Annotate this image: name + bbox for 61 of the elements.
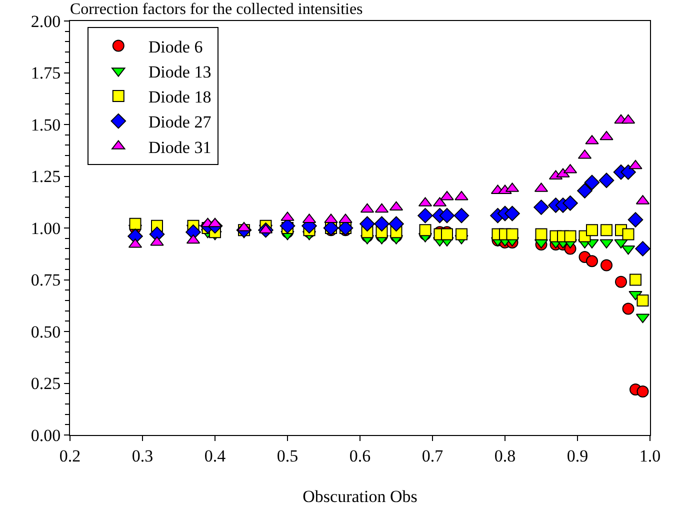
legend-label: Diode 31 xyxy=(148,138,212,157)
y-tick-label: 2.00 xyxy=(30,12,61,31)
x-tick-label: 0.2 xyxy=(59,446,81,466)
y-tick-label: 0.00 xyxy=(30,426,61,445)
legend-label: Diode 27 xyxy=(148,112,212,132)
point xyxy=(440,190,454,200)
point xyxy=(129,218,142,230)
point xyxy=(600,259,612,272)
point xyxy=(628,290,642,300)
point xyxy=(620,164,636,180)
point xyxy=(586,255,598,268)
point xyxy=(600,224,612,236)
point xyxy=(535,228,548,240)
point xyxy=(615,276,627,288)
point xyxy=(628,212,644,228)
point xyxy=(454,190,468,200)
point xyxy=(598,172,614,188)
x-tick-label: 0.3 xyxy=(132,446,154,466)
point xyxy=(439,208,455,224)
y-tick-label: 0.50 xyxy=(30,322,61,342)
point xyxy=(418,208,433,224)
point xyxy=(577,183,592,198)
y-tick-label: 0.25 xyxy=(30,374,61,394)
x-tick-label: 0.4 xyxy=(204,446,226,466)
x-tick-label: 0.8 xyxy=(494,446,516,466)
chart-title: Correction factors for the collected intensities xyxy=(70,0,363,18)
x-tick-label: 0.9 xyxy=(566,446,588,466)
legend-label: Diode 18 xyxy=(148,88,212,107)
y-tick-label: 1.25 xyxy=(30,167,61,186)
point xyxy=(534,200,549,215)
point xyxy=(628,160,642,170)
legend-label: Diode 13 xyxy=(148,62,212,82)
point xyxy=(636,294,649,306)
x-tick-label: 0.6 xyxy=(349,446,371,466)
legend-label: Diode 6 xyxy=(148,37,203,56)
x-tick-label: 1.0 xyxy=(639,446,661,466)
x-tick-label: 0.7 xyxy=(422,446,444,466)
point xyxy=(456,228,468,240)
y-tick-label: 1.50 xyxy=(30,115,61,134)
point xyxy=(208,218,222,228)
point xyxy=(454,208,470,224)
x-tick-label: 0.5 xyxy=(276,446,298,466)
y-tick-label: 1.75 xyxy=(30,64,61,83)
point xyxy=(586,224,598,236)
point xyxy=(622,228,634,240)
point xyxy=(564,230,576,242)
point xyxy=(506,228,518,240)
x-axis-title: Obscuration Obs xyxy=(302,486,418,506)
point xyxy=(600,130,614,140)
point xyxy=(360,216,375,232)
point xyxy=(562,196,578,211)
point xyxy=(630,274,642,286)
point xyxy=(504,206,520,222)
y-tick-label: 1.00 xyxy=(30,218,61,238)
point xyxy=(388,216,404,232)
point xyxy=(374,216,390,232)
point xyxy=(635,241,650,256)
y-tick-label: 0.75 xyxy=(30,270,61,290)
point xyxy=(622,302,634,315)
point xyxy=(419,224,432,236)
point xyxy=(584,174,600,190)
